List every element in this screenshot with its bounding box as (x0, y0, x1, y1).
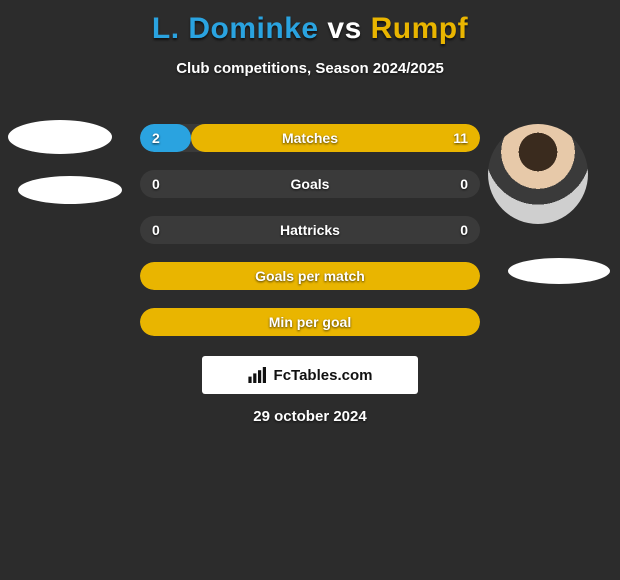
subtitle: Club competitions, Season 2024/2025 (0, 60, 620, 77)
player2-avatar (488, 124, 588, 224)
title-player1: L. Dominke (152, 12, 319, 45)
date-text: 29 october 2024 (0, 408, 620, 425)
stat-row: Goals per match (140, 262, 480, 290)
stat-row: 00Hattricks (140, 216, 480, 244)
stats-container: 211Matches 00Goals 00Hattricks Goals per ma… (140, 124, 480, 354)
stat-label: Goals per match (140, 262, 480, 290)
stat-label: Goals (140, 170, 480, 198)
player2-avatar-placeholder (508, 258, 610, 284)
brand-text: FcTables.com (274, 367, 373, 384)
player1-avatar-placeholder-1 (8, 120, 112, 154)
stat-row: 00Goals (140, 170, 480, 198)
stat-label: Hattricks (140, 216, 480, 244)
brand-box: FcTables.com (202, 356, 418, 394)
title-player2: Rumpf (371, 12, 468, 45)
stat-row: Min per goal (140, 308, 480, 336)
stat-label: Min per goal (140, 308, 480, 336)
player1-avatar-placeholder-2 (18, 176, 122, 204)
stat-row: 211Matches (140, 124, 480, 152)
title-vs: vs (327, 12, 361, 45)
page-title: L. Dominke vs Rumpf (0, 0, 620, 46)
bar-chart-icon (248, 367, 268, 383)
stat-label: Matches (140, 124, 480, 152)
